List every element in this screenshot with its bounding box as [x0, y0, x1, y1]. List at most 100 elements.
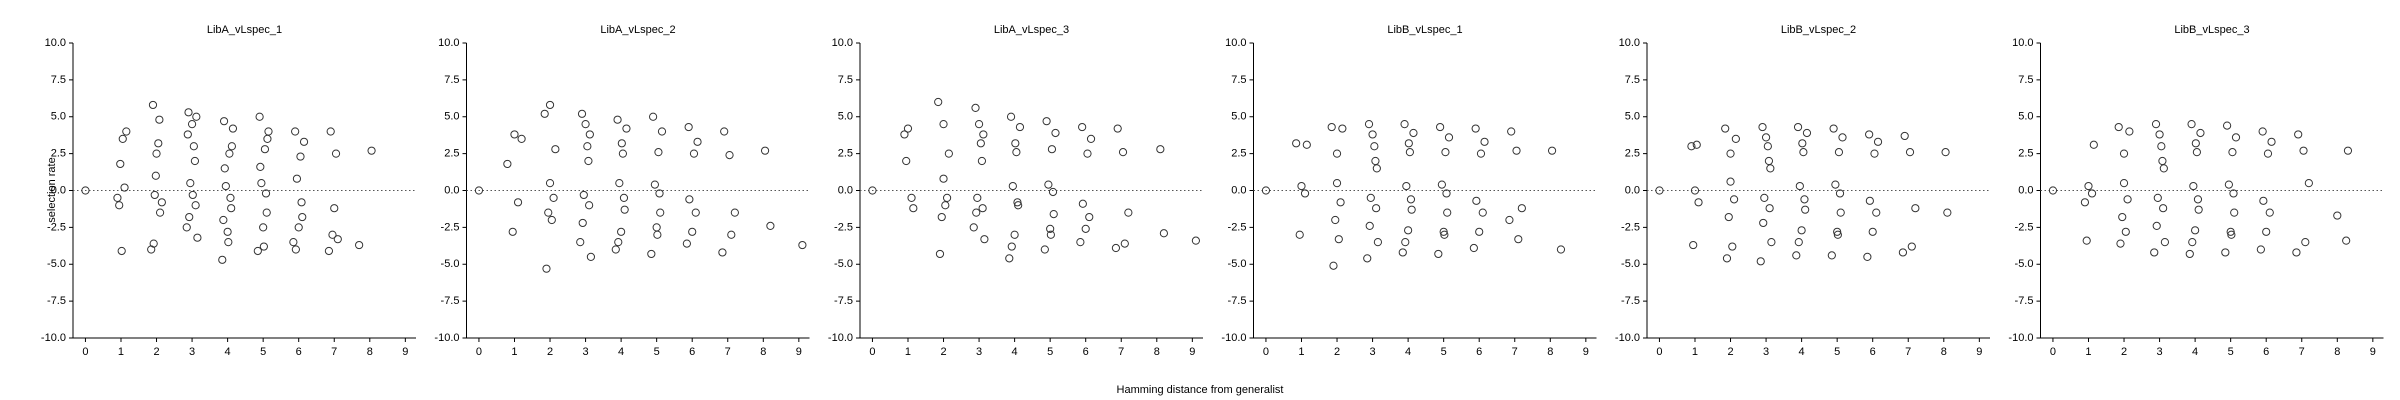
point	[1726, 149, 1735, 158]
point	[1440, 230, 1449, 239]
point	[1008, 181, 1017, 191]
point	[264, 127, 273, 136]
point	[684, 122, 693, 132]
point	[1765, 204, 1774, 213]
point	[1687, 142, 1696, 151]
point	[154, 139, 163, 148]
point	[1760, 193, 1769, 202]
point	[1836, 208, 1845, 217]
point	[760, 146, 770, 155]
point	[1722, 254, 1732, 263]
point	[720, 127, 729, 136]
y-tick-label: 2.5	[51, 148, 66, 160]
point	[1085, 212, 1094, 222]
point	[1078, 199, 1087, 208]
point	[620, 205, 629, 214]
y-tick-label: -7.5	[1228, 295, 1247, 307]
point	[1763, 142, 1772, 151]
point	[1078, 122, 1087, 132]
x-tick-label: 9	[1189, 346, 1195, 358]
point	[1800, 195, 1809, 204]
chart-title: LibA_vLspec_3	[994, 24, 1069, 36]
x-tick-label: 7	[725, 346, 731, 358]
point	[980, 235, 989, 244]
point	[2342, 236, 2351, 245]
point	[1113, 124, 1122, 133]
y-tick-label: 0.0	[838, 184, 853, 196]
point	[2160, 238, 2170, 247]
x-tick-label: 3	[1370, 346, 1376, 358]
point	[330, 204, 339, 213]
point	[118, 134, 127, 143]
point	[1014, 201, 1023, 210]
chart-title: LibB_vLspec_2	[1781, 24, 1856, 36]
x-tick-label: 0	[2050, 346, 2056, 358]
y-tick-label: 2.5	[1231, 148, 1246, 160]
point	[1507, 127, 1516, 136]
point	[2158, 156, 2167, 166]
point	[650, 180, 659, 189]
point	[1724, 212, 1733, 222]
point	[367, 146, 376, 155]
point	[978, 204, 987, 213]
point	[1865, 196, 1874, 205]
point	[219, 215, 228, 225]
point	[115, 201, 124, 210]
point	[221, 181, 230, 191]
y-tick-label: -5.0	[441, 258, 460, 270]
point	[190, 156, 200, 166]
point	[2223, 121, 2232, 130]
point	[1083, 149, 1092, 158]
point	[226, 193, 235, 202]
point	[294, 223, 303, 232]
point	[979, 130, 988, 139]
point	[622, 124, 631, 133]
point	[971, 103, 980, 113]
point	[939, 120, 948, 129]
point	[1472, 196, 1481, 205]
point	[653, 230, 662, 239]
point	[576, 238, 585, 247]
point	[542, 264, 551, 273]
point	[224, 238, 233, 247]
point	[727, 230, 736, 239]
point	[1049, 210, 1058, 219]
point	[1120, 239, 1129, 248]
point	[1400, 120, 1409, 129]
y-tick-label: -7.5	[441, 295, 460, 307]
point	[510, 130, 519, 139]
point	[298, 212, 307, 222]
point	[649, 112, 658, 121]
x-tick-label: 7	[1905, 346, 1911, 358]
point	[1758, 122, 1767, 132]
point	[2121, 227, 2130, 236]
x-tick-label: 5	[654, 346, 660, 358]
point	[969, 223, 978, 232]
x-tick-label: 3	[1763, 346, 1769, 358]
point	[263, 134, 272, 143]
point	[551, 145, 560, 154]
point	[2157, 142, 2166, 151]
point	[155, 208, 165, 217]
x-tick-label: 3	[583, 346, 589, 358]
point	[1831, 180, 1840, 189]
point	[122, 127, 131, 136]
point	[1046, 230, 1055, 239]
point	[1911, 204, 1920, 213]
x-tick-label: 9	[2370, 346, 2376, 358]
point	[907, 193, 916, 202]
point	[228, 124, 238, 133]
point	[1827, 251, 1836, 260]
point	[2152, 221, 2161, 230]
point	[1471, 124, 1480, 133]
y-tick-label: 5.0	[51, 111, 66, 123]
point	[1795, 181, 1804, 191]
y-tick-label: 10.0	[45, 37, 66, 49]
point	[2227, 230, 2236, 239]
x-tick-label: 6	[689, 346, 695, 358]
point	[1042, 117, 1051, 126]
point	[1327, 122, 1336, 132]
point	[1048, 187, 1058, 197]
point	[183, 130, 192, 139]
